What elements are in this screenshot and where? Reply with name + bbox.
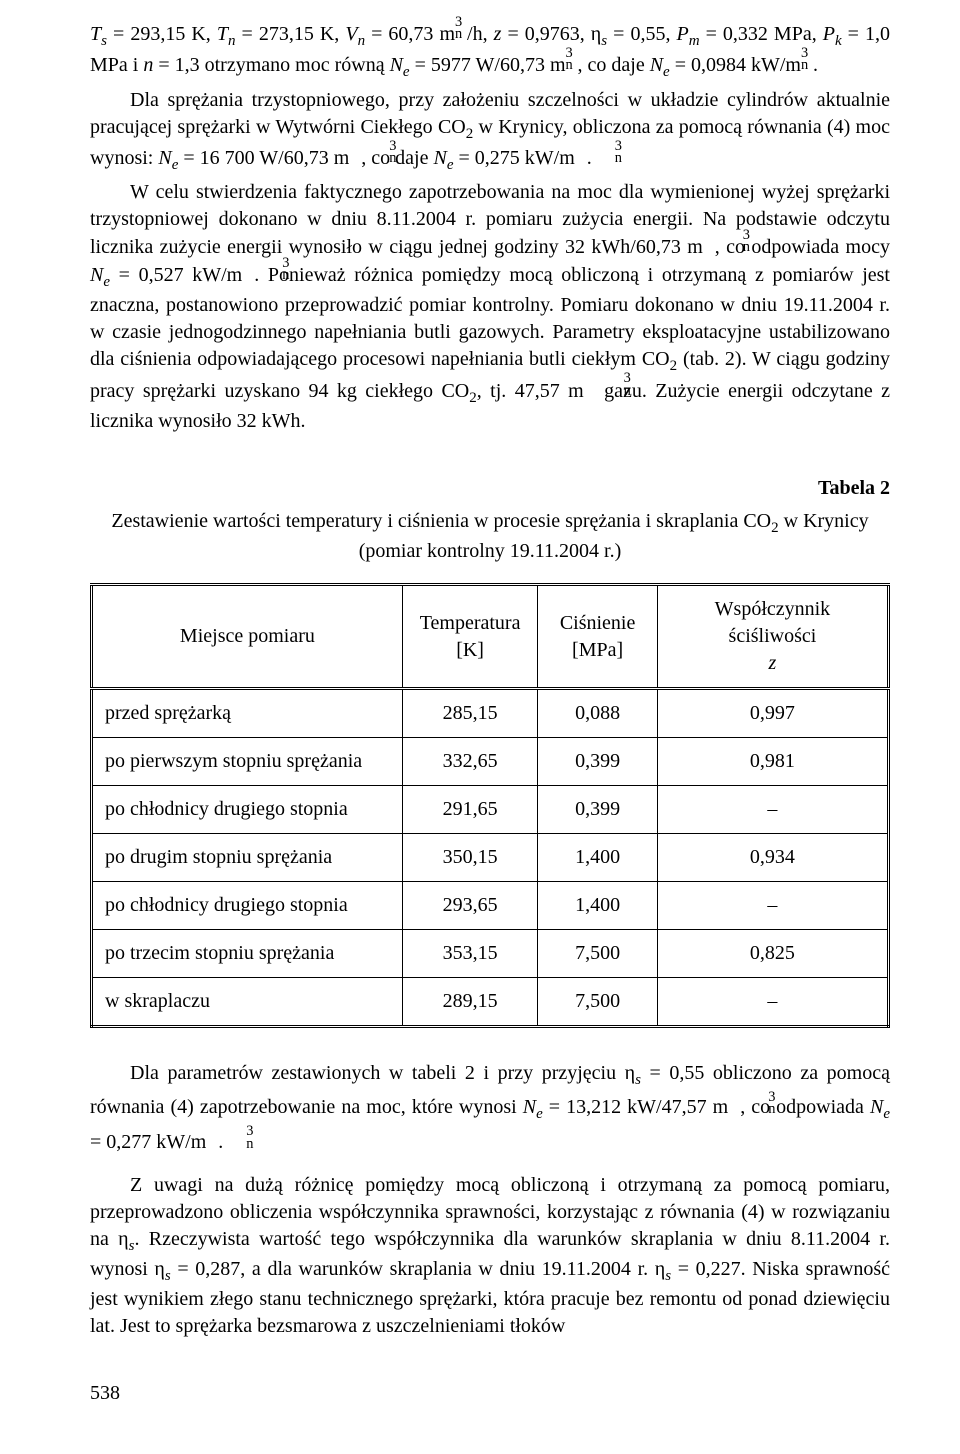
table-cell: – bbox=[657, 882, 888, 930]
table-row: po drugim stopniu sprężania350,151,4000,… bbox=[92, 834, 889, 882]
table-cell: po trzecim stopniu sprężania bbox=[92, 930, 403, 978]
paragraph-1: Ts = 293,15 K, Tn = 273,15 K, Vn = 60,73… bbox=[90, 20, 890, 83]
table-cell: 0,399 bbox=[538, 786, 658, 834]
table-cell: 285,15 bbox=[402, 689, 537, 738]
table-cell: – bbox=[657, 786, 888, 834]
page-number: 538 bbox=[90, 1380, 890, 1407]
table-cell: 293,65 bbox=[402, 882, 537, 930]
table-header-cell: Ciśnienie[MPa] bbox=[538, 585, 658, 689]
table-cell: 0,997 bbox=[657, 689, 888, 738]
table-label: Tabela 2 bbox=[90, 475, 890, 502]
paragraph-3: W celu stwierdzenia faktycznego zapotrze… bbox=[90, 179, 890, 435]
table-header-cell: Współczynnik ściśliwościz bbox=[657, 585, 888, 689]
table-caption: Zestawienie wartości temperatury i ciśni… bbox=[90, 508, 890, 565]
table-cell: 1,400 bbox=[538, 882, 658, 930]
table-header-row: Miejsce pomiaruTemperatura[K]Ciśnienie[M… bbox=[92, 585, 889, 689]
table-cell: 7,500 bbox=[538, 978, 658, 1027]
paragraph-5: Z uwagi na dużą różnicę pomiędzy mocą ob… bbox=[90, 1172, 890, 1341]
table-cell: 1,400 bbox=[538, 834, 658, 882]
table-2-block: Tabela 2 Zestawienie wartości temperatur… bbox=[90, 475, 890, 1028]
table-cell: 0,399 bbox=[538, 738, 658, 786]
paragraph-2: Dla sprężania trzystopniowego, przy zało… bbox=[90, 87, 890, 176]
table-cell: 0,934 bbox=[657, 834, 888, 882]
table-cell: 289,15 bbox=[402, 978, 537, 1027]
data-table: Miejsce pomiaruTemperatura[K]Ciśnienie[M… bbox=[90, 583, 890, 1028]
paragraph-4: Dla parametrów zestawionych w tabeli 2 i… bbox=[90, 1058, 890, 1158]
table-cell: 291,65 bbox=[402, 786, 537, 834]
table-row: przed sprężarką285,150,0880,997 bbox=[92, 689, 889, 738]
table-cell: po chłodnicy drugiego stopnia bbox=[92, 786, 403, 834]
table-cell: po pierwszym stopniu sprężania bbox=[92, 738, 403, 786]
table-header-cell: Temperatura[K] bbox=[402, 585, 537, 689]
table-cell: po drugim stopniu sprężania bbox=[92, 834, 403, 882]
table-row: w skraplaczu289,157,500– bbox=[92, 978, 889, 1027]
table-cell: 7,500 bbox=[538, 930, 658, 978]
table-cell: 350,15 bbox=[402, 834, 537, 882]
table-row: po trzecim stopniu sprężania353,157,5000… bbox=[92, 930, 889, 978]
table-cell: – bbox=[657, 978, 888, 1027]
table-cell: po chłodnicy drugiego stopnia bbox=[92, 882, 403, 930]
table-cell: 332,65 bbox=[402, 738, 537, 786]
table-cell: w skraplaczu bbox=[92, 978, 403, 1027]
table-cell: 353,15 bbox=[402, 930, 537, 978]
table-row: po chłodnicy drugiego stopnia291,650,399… bbox=[92, 786, 889, 834]
table-row: po pierwszym stopniu sprężania332,650,39… bbox=[92, 738, 889, 786]
table-cell: 0,981 bbox=[657, 738, 888, 786]
table-cell: 0,088 bbox=[538, 689, 658, 738]
table-cell: przed sprężarką bbox=[92, 689, 403, 738]
table-header-cell: Miejsce pomiaru bbox=[92, 585, 403, 689]
table-body: przed sprężarką285,150,0880,997po pierws… bbox=[92, 689, 889, 1027]
table-row: po chłodnicy drugiego stopnia293,651,400… bbox=[92, 882, 889, 930]
table-cell: 0,825 bbox=[657, 930, 888, 978]
